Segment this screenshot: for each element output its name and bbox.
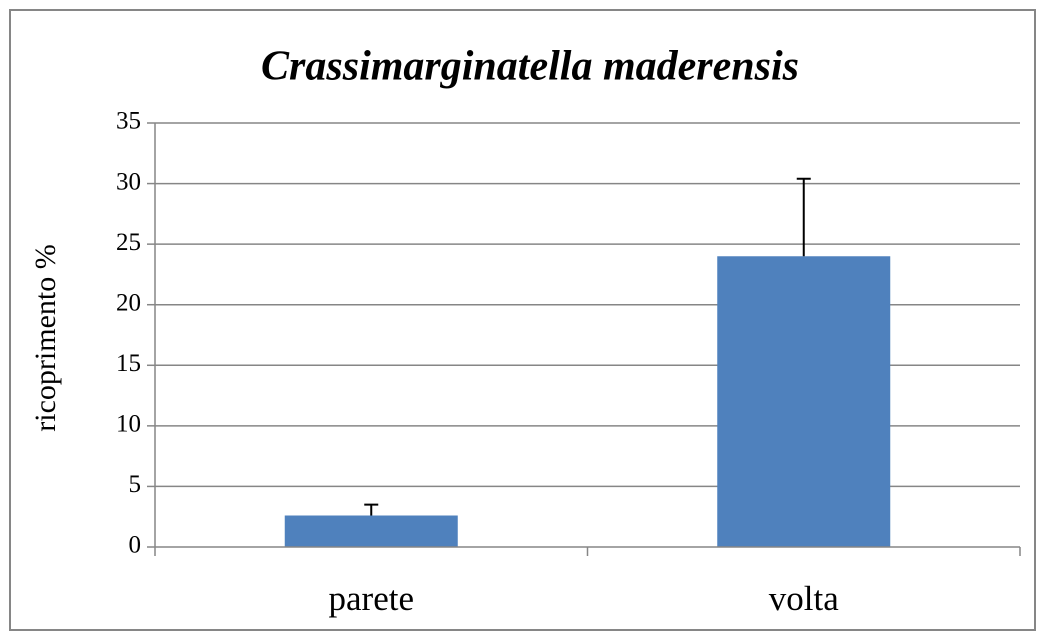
y-tick-label: 0 (129, 532, 142, 559)
y-tick-label: 30 (116, 168, 141, 195)
bar (717, 256, 891, 547)
y-tick-label: 15 (116, 350, 141, 377)
error-bar (364, 503, 379, 516)
y-tick-label: 35 (116, 108, 141, 135)
y-axis-label: ricoprimento % (29, 244, 62, 431)
chart-title: Crassimarginatella maderensis (261, 44, 799, 90)
bar (284, 515, 458, 547)
y-tick-label: 25 (116, 229, 141, 256)
x-tick-label: volta (769, 579, 839, 618)
x-tick-label: parete (329, 579, 414, 618)
error-bar (796, 177, 811, 257)
y-tick-label: 10 (116, 411, 141, 438)
y-tick-label: 5 (129, 471, 142, 498)
y-tick-label: 20 (116, 289, 141, 316)
